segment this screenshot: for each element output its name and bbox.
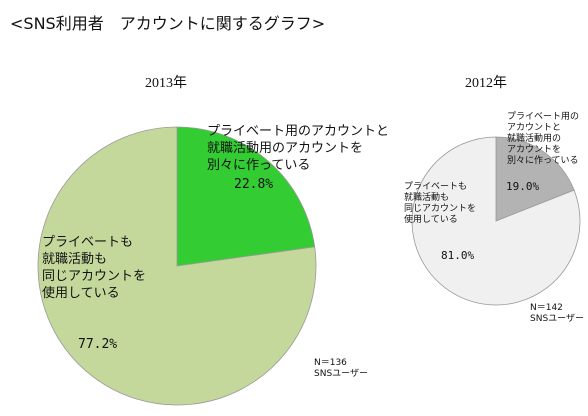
slice-label-line: 使用している <box>404 215 458 225</box>
pie-2012-slice-0 <box>495 136 575 222</box>
slice-label-line: 同じアカウントを <box>404 204 477 214</box>
note-line: N＝136 <box>314 358 347 368</box>
slice-label-2012-same: プライベートも 就職活動も 同じアカウントを 使用している <box>404 182 476 226</box>
slice-label-line: 使用している <box>42 286 120 301</box>
sample-note-2012: N＝142 SNSユーザー <box>530 303 584 325</box>
slice-label-line: 就職活動用の <box>507 134 562 144</box>
slice-label-line: 就職活動用のアカウントを <box>207 141 364 156</box>
slice-label-2013-same: プライベートも 就職活動も 同じアカウントを 使用している <box>42 234 146 302</box>
note-line: SNSユーザー <box>530 314 584 324</box>
slice-label-2012-separate: プライベート用の アカウントと 就職活動用の アカウントを 別々に作っている <box>507 112 579 167</box>
slice-label-2013-separate: プライベート用のアカウントと 就職活動用のアカウントを 別々に作っている <box>207 123 389 174</box>
slice-label-line: 別々に作っている <box>507 156 579 166</box>
slice-label-line: 別々に作っている <box>207 158 311 173</box>
chart-title-2012: 2012年 <box>465 76 507 91</box>
slice-label-line: プライベートも <box>404 182 468 192</box>
page-title: <SNS利用者 アカウントに関するグラフ> <box>10 14 326 33</box>
pie-2013-slice-1 <box>37 126 317 406</box>
data-label-2012-same: 81.0% <box>441 249 475 262</box>
note-line: N＝142 <box>530 303 563 313</box>
sample-note-2013: N＝136 SNSユーザー <box>314 358 368 380</box>
slice-label-line: アカウントを <box>507 145 562 155</box>
slice-label-line: プライベート用の <box>507 112 580 122</box>
pie-2012-slice-1 <box>411 136 581 306</box>
slice-label-line: 同じアカウントを <box>42 269 147 284</box>
slice-label-line: 就職活動も <box>42 252 108 267</box>
slice-label-line: プライベート用のアカウントと <box>207 124 390 139</box>
data-label-2013-same: 77.2% <box>78 337 118 352</box>
note-line: SNSユーザー <box>314 369 368 379</box>
slice-label-line: アカウントと <box>507 123 562 133</box>
slice-label-line: 就職活動も <box>404 193 450 203</box>
data-label-2013-separate: 22.8% <box>234 177 274 192</box>
chart-title-2013: 2013年 <box>145 76 187 91</box>
pie-2013-slice-0 <box>176 126 316 267</box>
data-label-2012-separate: 19.0% <box>506 180 540 193</box>
slice-label-line: プライベートも <box>42 235 134 250</box>
